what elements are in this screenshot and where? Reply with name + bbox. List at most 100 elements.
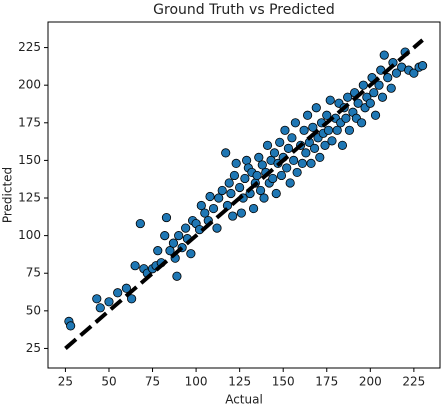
point [289,155,299,165]
point [224,178,234,188]
point [231,158,241,169]
point [290,118,300,128]
point [323,125,334,135]
point [383,73,393,83]
x-tick-label: 25 [58,375,73,389]
point [229,170,240,181]
point [344,125,355,135]
point [292,167,302,178]
point [409,68,419,78]
point [172,271,182,281]
point [161,212,172,223]
point [377,92,388,102]
chart-title: Ground Truth vs Predicted [153,2,335,18]
point [165,246,175,256]
point [228,211,238,221]
point [257,160,267,170]
point [242,155,252,165]
x-tick-label: 125 [228,375,251,389]
point [95,303,105,313]
point [370,110,381,120]
y-tick-label: 200 [18,78,41,92]
point [214,193,224,203]
point [282,163,292,173]
point [341,113,351,123]
point [276,170,287,181]
point [271,188,281,199]
reference-line [64,38,424,350]
point [226,188,236,199]
point [280,125,290,135]
point [268,173,278,184]
point [320,140,330,150]
point [269,148,280,158]
point [332,125,342,135]
point [374,80,384,90]
point [186,249,196,259]
x-tick-label: 225 [402,375,425,389]
point [212,223,222,233]
point [391,68,402,78]
x-tick-label: 200 [359,375,382,389]
point [181,223,191,233]
point [121,283,132,293]
y-tick-label: 50 [26,303,41,317]
point [92,294,102,304]
y-axis-label: Predicted [1,167,15,223]
point [208,203,219,214]
point [262,140,273,150]
point [153,246,163,256]
point [379,50,389,60]
point [248,203,259,214]
point [221,148,231,158]
point [417,61,428,71]
y-tick-label: 75 [26,266,41,280]
point [306,158,316,169]
point [160,231,170,241]
point [66,321,76,331]
point [337,140,348,150]
x-tick-label: 50 [101,375,116,389]
point [127,294,137,304]
point [386,83,396,93]
y-tick-label: 25 [26,341,41,355]
point [196,200,206,211]
point [369,88,379,98]
point [299,125,309,135]
point [104,297,114,307]
x-tick-label: 150 [272,375,295,389]
y-tick-label: 175 [18,115,41,129]
point [283,143,294,153]
point [297,158,307,169]
point [135,218,145,229]
point [275,137,285,147]
x-tick-label: 100 [185,375,208,389]
point [315,152,325,162]
point [325,95,335,105]
point [353,98,363,108]
point [343,92,353,102]
point [365,98,375,108]
point [255,185,266,196]
point [322,110,332,120]
point [236,208,246,218]
point [205,191,215,202]
point [235,182,245,193]
point [301,148,311,158]
y-tick-label: 100 [18,228,41,242]
y-tick-label: 125 [18,191,41,205]
y-tick-label: 150 [18,153,41,167]
point [168,238,179,248]
point [252,170,262,181]
point [302,110,313,120]
point [174,231,184,241]
point [254,152,264,162]
point [285,178,295,188]
point [130,261,140,271]
point [259,193,269,203]
point [327,136,337,146]
x-tick-label: 175 [315,375,338,389]
y-tick-label: 225 [18,40,41,54]
point [240,173,250,184]
